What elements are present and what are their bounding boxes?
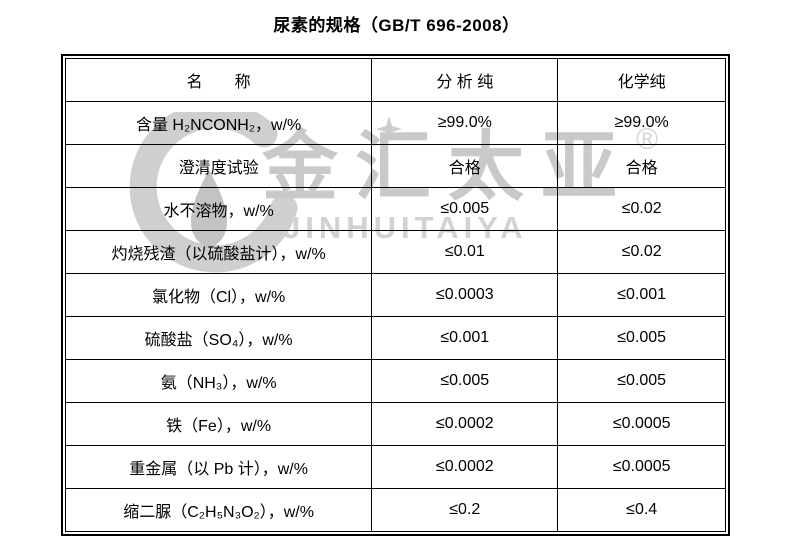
column-header-chemical-grade: 化学纯 [557, 58, 726, 102]
analytical-grade-cell: ≤0.2 [371, 488, 559, 532]
chemical-grade-cell: ≤0.02 [557, 187, 726, 231]
analytical-grade-cell: ≤0.0002 [371, 402, 559, 446]
table-row: 含量 H₂NCONH₂，w/% ≥99.0% ≥99.0% [64, 101, 726, 145]
table-row: 氯化物（Cl），w/% ≤0.0003 ≤0.001 [64, 273, 726, 317]
chemical-grade-cell: ≤0.001 [557, 273, 726, 317]
table-row: 重金属（以 Pb 计），w/% ≤0.0002 ≤0.0005 [64, 445, 726, 489]
item-name-cell: 硫酸盐（SO₄），w/% [64, 316, 373, 360]
chemical-grade-cell: 合格 [557, 144, 726, 188]
table-row: 缩二脲（C₂H₅N₃O₂），w/% ≤0.2 ≤0.4 [64, 488, 726, 532]
chemical-grade-cell: ≤0.0005 [557, 402, 726, 446]
column-header-name: 名 称 [64, 58, 373, 102]
column-header-analytical-grade: 分 析 纯 [371, 58, 559, 102]
item-name-cell: 水不溶物，w/% [64, 187, 373, 231]
item-name-cell: 澄清度试验 [64, 144, 373, 188]
spec-table-border: 名 称 分 析 纯 化学纯 含量 H₂NCONH₂，w/% ≥99.0% ≥99.0… [61, 54, 730, 536]
analytical-grade-cell: 合格 [371, 144, 559, 188]
analytical-grade-cell: ≤0.001 [371, 316, 559, 360]
page-title: 尿素的规格（GB/T 696-2008） [273, 16, 520, 35]
item-name-cell: 氯化物（Cl），w/% [64, 273, 373, 317]
table-row: 铁（Fe），w/% ≤0.0002 ≤0.0005 [64, 402, 726, 446]
chemical-grade-cell: ≥99.0% [557, 101, 726, 145]
chemical-grade-cell: ≤0.005 [557, 359, 726, 403]
item-name-cell: 含量 H₂NCONH₂，w/% [64, 101, 373, 145]
item-name-cell: 铁（Fe），w/% [64, 402, 373, 446]
item-name-cell: 缩二脲（C₂H₅N₃O₂），w/% [64, 488, 373, 532]
table-row: 水不溶物，w/% ≤0.005 ≤0.02 [64, 187, 726, 231]
analytical-grade-cell: ≤0.0003 [371, 273, 559, 317]
table-row: 硫酸盐（SO₄），w/% ≤0.001 ≤0.005 [64, 316, 726, 360]
analytical-grade-cell: ≤0.005 [371, 359, 559, 403]
table-header-row: 名 称 分 析 纯 化学纯 [64, 58, 726, 102]
table-row: 氨（NH₃），w/% ≤0.005 ≤0.005 [64, 359, 726, 403]
item-name-cell: 重金属（以 Pb 计），w/% [64, 445, 373, 489]
chemical-grade-cell: ≤0.4 [557, 488, 726, 532]
analytical-grade-cell: ≤0.01 [371, 230, 559, 274]
analytical-grade-cell: ≤0.005 [371, 187, 559, 231]
table-row: 澄清度试验 合格 合格 [64, 144, 726, 188]
spec-table: 名 称 分 析 纯 化学纯 含量 H₂NCONH₂，w/% ≥99.0% ≥99.0… [64, 58, 726, 532]
chemical-grade-cell: ≤0.02 [557, 230, 726, 274]
chemical-grade-cell: ≤0.0005 [557, 445, 726, 489]
analytical-grade-cell: ≤0.0002 [371, 445, 559, 489]
chemical-grade-cell: ≤0.005 [557, 316, 726, 360]
item-name-cell: 灼烧残渣（以硫酸盐计），w/% [64, 230, 373, 274]
analytical-grade-cell: ≥99.0% [371, 101, 559, 145]
item-name-cell: 氨（NH₃），w/% [64, 359, 373, 403]
table-row: 灼烧残渣（以硫酸盐计），w/% ≤0.01 ≤0.02 [64, 230, 726, 274]
spec-table-body: 含量 H₂NCONH₂，w/% ≥99.0% ≥99.0% 澄清度试验 合格 合格 水不溶物… [64, 101, 726, 532]
